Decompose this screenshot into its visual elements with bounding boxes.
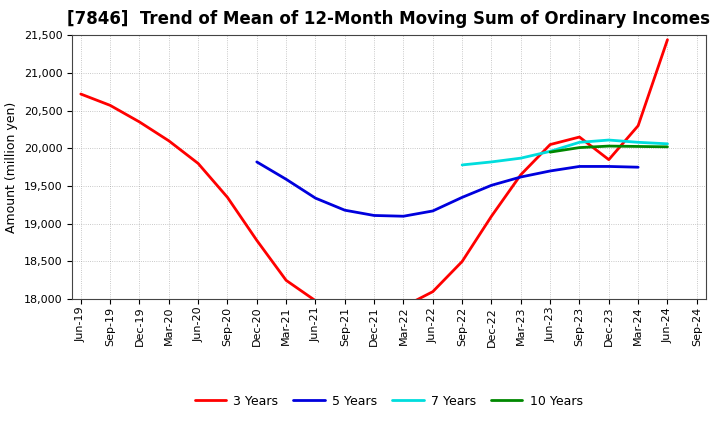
- 5 Years: [311, 195, 320, 201]
- 3 Years: [106, 103, 114, 108]
- 3 Years: [546, 142, 554, 147]
- 10 Years: [546, 150, 554, 155]
- Title: [7846]  Trend of Mean of 12-Month Moving Sum of Ordinary Incomes: [7846] Trend of Mean of 12-Month Moving …: [67, 10, 711, 28]
- 5 Years: [399, 213, 408, 219]
- 10 Years: [663, 144, 672, 150]
- 3 Years: [194, 161, 202, 166]
- 5 Years: [341, 208, 349, 213]
- 5 Years: [634, 165, 642, 170]
- 5 Years: [605, 164, 613, 169]
- 3 Years: [135, 119, 144, 125]
- 7 Years: [634, 139, 642, 145]
- 5 Years: [428, 208, 437, 213]
- 3 Years: [516, 172, 525, 177]
- Line: 3 Years: 3 Years: [81, 40, 667, 309]
- Legend: 3 Years, 5 Years, 7 Years, 10 Years: 3 Years, 5 Years, 7 Years, 10 Years: [189, 390, 588, 413]
- 3 Years: [311, 298, 320, 303]
- 3 Years: [575, 134, 584, 139]
- 3 Years: [605, 157, 613, 162]
- 3 Years: [341, 303, 349, 308]
- 5 Years: [282, 176, 290, 182]
- Y-axis label: Amount (million yen): Amount (million yen): [5, 102, 18, 233]
- 5 Years: [458, 195, 467, 200]
- 5 Years: [487, 183, 496, 188]
- 5 Years: [575, 164, 584, 169]
- 7 Years: [575, 139, 584, 145]
- 3 Years: [282, 278, 290, 283]
- 3 Years: [76, 92, 85, 97]
- 3 Years: [487, 213, 496, 219]
- 7 Years: [516, 155, 525, 161]
- 10 Years: [634, 144, 642, 149]
- 3 Years: [399, 304, 408, 309]
- 7 Years: [605, 137, 613, 143]
- 3 Years: [253, 238, 261, 243]
- 10 Years: [605, 143, 613, 149]
- Line: 5 Years: 5 Years: [257, 162, 638, 216]
- 5 Years: [370, 213, 379, 218]
- 3 Years: [428, 289, 437, 294]
- 10 Years: [575, 145, 584, 150]
- 7 Years: [487, 159, 496, 165]
- 5 Years: [516, 174, 525, 180]
- Line: 7 Years: 7 Years: [462, 140, 667, 165]
- Line: 10 Years: 10 Years: [550, 146, 667, 152]
- 5 Years: [546, 169, 554, 174]
- 3 Years: [634, 123, 642, 128]
- 5 Years: [253, 159, 261, 165]
- 3 Years: [370, 306, 379, 312]
- 7 Years: [458, 162, 467, 168]
- 7 Years: [546, 149, 554, 154]
- 3 Years: [223, 195, 232, 200]
- 7 Years: [663, 141, 672, 147]
- 3 Years: [164, 138, 173, 143]
- 3 Years: [663, 37, 672, 42]
- 3 Years: [458, 259, 467, 264]
